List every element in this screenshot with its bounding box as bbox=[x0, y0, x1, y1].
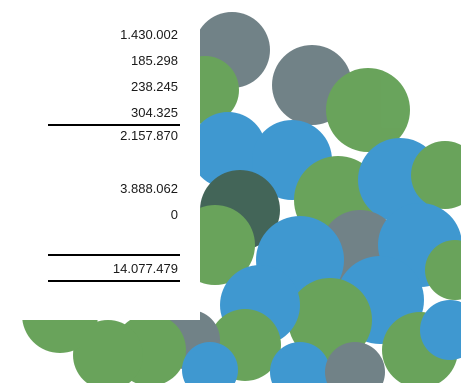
total-bottom-rule bbox=[48, 280, 180, 282]
circle bbox=[288, 278, 372, 362]
subtotal-item-value: 185.298 bbox=[131, 53, 178, 68]
figures-panel: 1.430.002 185.298 238.245 304.325 2.157.… bbox=[0, 0, 200, 320]
subtotal-item-value: 238.245 bbox=[131, 79, 178, 94]
circle bbox=[325, 342, 385, 383]
subtotal-item-value: 1.430.002 bbox=[120, 27, 178, 42]
circle bbox=[190, 112, 266, 188]
circle bbox=[411, 141, 461, 209]
subtotal-rule bbox=[48, 124, 180, 126]
total-value: 14.077.479 bbox=[112, 261, 178, 276]
subtotal-value: 2.157.870 bbox=[120, 128, 178, 143]
other-item-value: 3.888.062 bbox=[120, 181, 178, 196]
total-top-rule bbox=[48, 254, 180, 256]
circle bbox=[425, 240, 461, 300]
other-item-value: 0 bbox=[170, 207, 178, 222]
circle bbox=[326, 68, 410, 152]
circle bbox=[420, 300, 461, 360]
circle bbox=[270, 342, 330, 383]
circle bbox=[182, 342, 238, 383]
subtotal-item-value: 304.325 bbox=[131, 105, 178, 120]
